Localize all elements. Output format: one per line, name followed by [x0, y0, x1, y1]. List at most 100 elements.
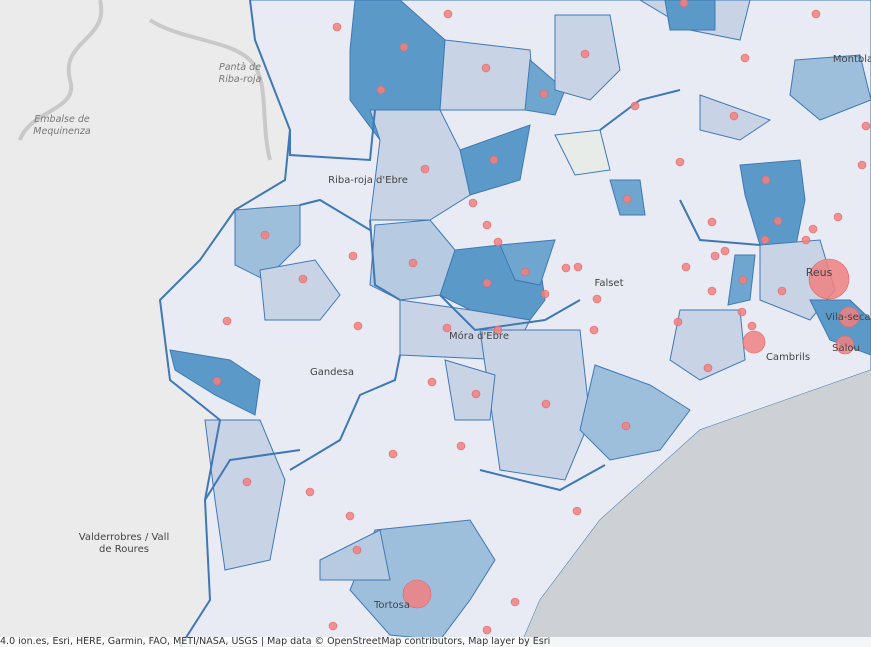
municipality	[479, 329, 591, 481]
municipality	[579, 364, 691, 461]
municipality	[499, 239, 556, 286]
place-label: Riba-roja d'Ebre	[328, 175, 408, 186]
symbol	[710, 251, 720, 261]
symbol	[222, 316, 232, 326]
symbol	[738, 275, 748, 285]
river	[18, 0, 272, 161]
symbol	[493, 325, 503, 335]
municipality	[554, 14, 621, 101]
symbol	[471, 389, 481, 399]
symbol	[622, 194, 632, 204]
symbol	[376, 85, 386, 95]
symbol	[402, 579, 432, 609]
attribution: 4.0 ion.es, Esri, HERE, Garmin, FAO, MET…	[0, 637, 871, 647]
place-label: de Roures	[99, 544, 149, 555]
symbol	[811, 9, 821, 19]
municipality	[554, 129, 611, 176]
symbol	[838, 306, 860, 328]
symbol	[720, 246, 730, 256]
symbol	[399, 42, 409, 52]
symbol	[580, 49, 590, 59]
symbol	[589, 325, 599, 335]
symbol	[808, 258, 850, 300]
water-label: Riba-roja	[219, 74, 262, 85]
place-label: Valderrobres / Vall	[79, 532, 170, 543]
symbol	[408, 258, 418, 268]
symbol	[630, 101, 640, 111]
symbol	[737, 307, 747, 317]
symbol	[592, 294, 602, 304]
symbol	[520, 267, 530, 277]
symbol	[420, 164, 430, 174]
symbol	[833, 212, 843, 222]
place-label: Cambrils	[766, 352, 810, 363]
symbol	[353, 321, 363, 331]
symbol	[572, 506, 582, 516]
place-label: Móra d'Ebre	[449, 330, 509, 342]
symbol	[681, 262, 691, 272]
municipality	[204, 419, 286, 571]
symbol	[482, 625, 492, 635]
place-label: Salou	[832, 343, 860, 354]
water-label: Mequinenza	[33, 126, 91, 137]
symbol	[348, 251, 358, 261]
symbol	[328, 621, 338, 631]
symbol	[707, 286, 717, 296]
symbol	[489, 155, 499, 165]
municipality	[369, 109, 471, 221]
municipality	[349, 519, 496, 641]
symbol	[540, 289, 550, 299]
symbol	[742, 330, 766, 354]
municipality	[444, 359, 496, 421]
proportional-symbols	[212, 0, 871, 635]
symbol	[679, 0, 689, 8]
water-label: Embalse de	[34, 114, 90, 125]
symbol	[468, 198, 478, 208]
symbol	[352, 545, 362, 555]
symbol	[345, 511, 355, 521]
sea	[520, 370, 871, 647]
water-label: Pantà de	[219, 62, 261, 73]
place-label: Tortosa	[373, 600, 410, 611]
municipality	[669, 309, 746, 381]
symbol	[305, 487, 315, 497]
symbol	[332, 22, 342, 32]
symbol	[703, 363, 713, 373]
symbol	[493, 237, 503, 247]
place-label: Vila-seca	[826, 312, 871, 323]
symbol	[740, 53, 750, 63]
municipalities	[169, 0, 871, 641]
comarca-borders	[204, 89, 761, 501]
symbol	[443, 9, 453, 19]
symbol	[456, 441, 466, 451]
symbol	[747, 321, 757, 331]
symbol	[482, 278, 492, 288]
symbol	[388, 449, 398, 459]
symbol	[481, 63, 491, 73]
symbol	[298, 274, 308, 284]
municipality	[664, 0, 716, 31]
municipality	[234, 204, 301, 281]
place-label: Gandesa	[310, 367, 354, 378]
place-label: Falset	[594, 278, 623, 289]
symbol	[777, 286, 787, 296]
symbol	[573, 262, 583, 272]
symbol	[675, 157, 685, 167]
symbol	[729, 111, 739, 121]
municipality	[319, 529, 391, 581]
symbol	[707, 217, 717, 227]
symbol	[801, 235, 811, 245]
symbol	[835, 335, 855, 355]
symbol	[212, 376, 222, 386]
symbol	[260, 230, 270, 240]
symbol	[561, 263, 571, 273]
place-labels: Pantà de Riba-roja Embalse de Mequinenza…	[33, 54, 871, 611]
symbol	[621, 421, 631, 431]
symbol	[761, 175, 771, 185]
symbol	[861, 121, 871, 131]
municipality	[259, 259, 341, 321]
place-label: Montbla	[833, 54, 871, 65]
symbol	[760, 235, 770, 245]
